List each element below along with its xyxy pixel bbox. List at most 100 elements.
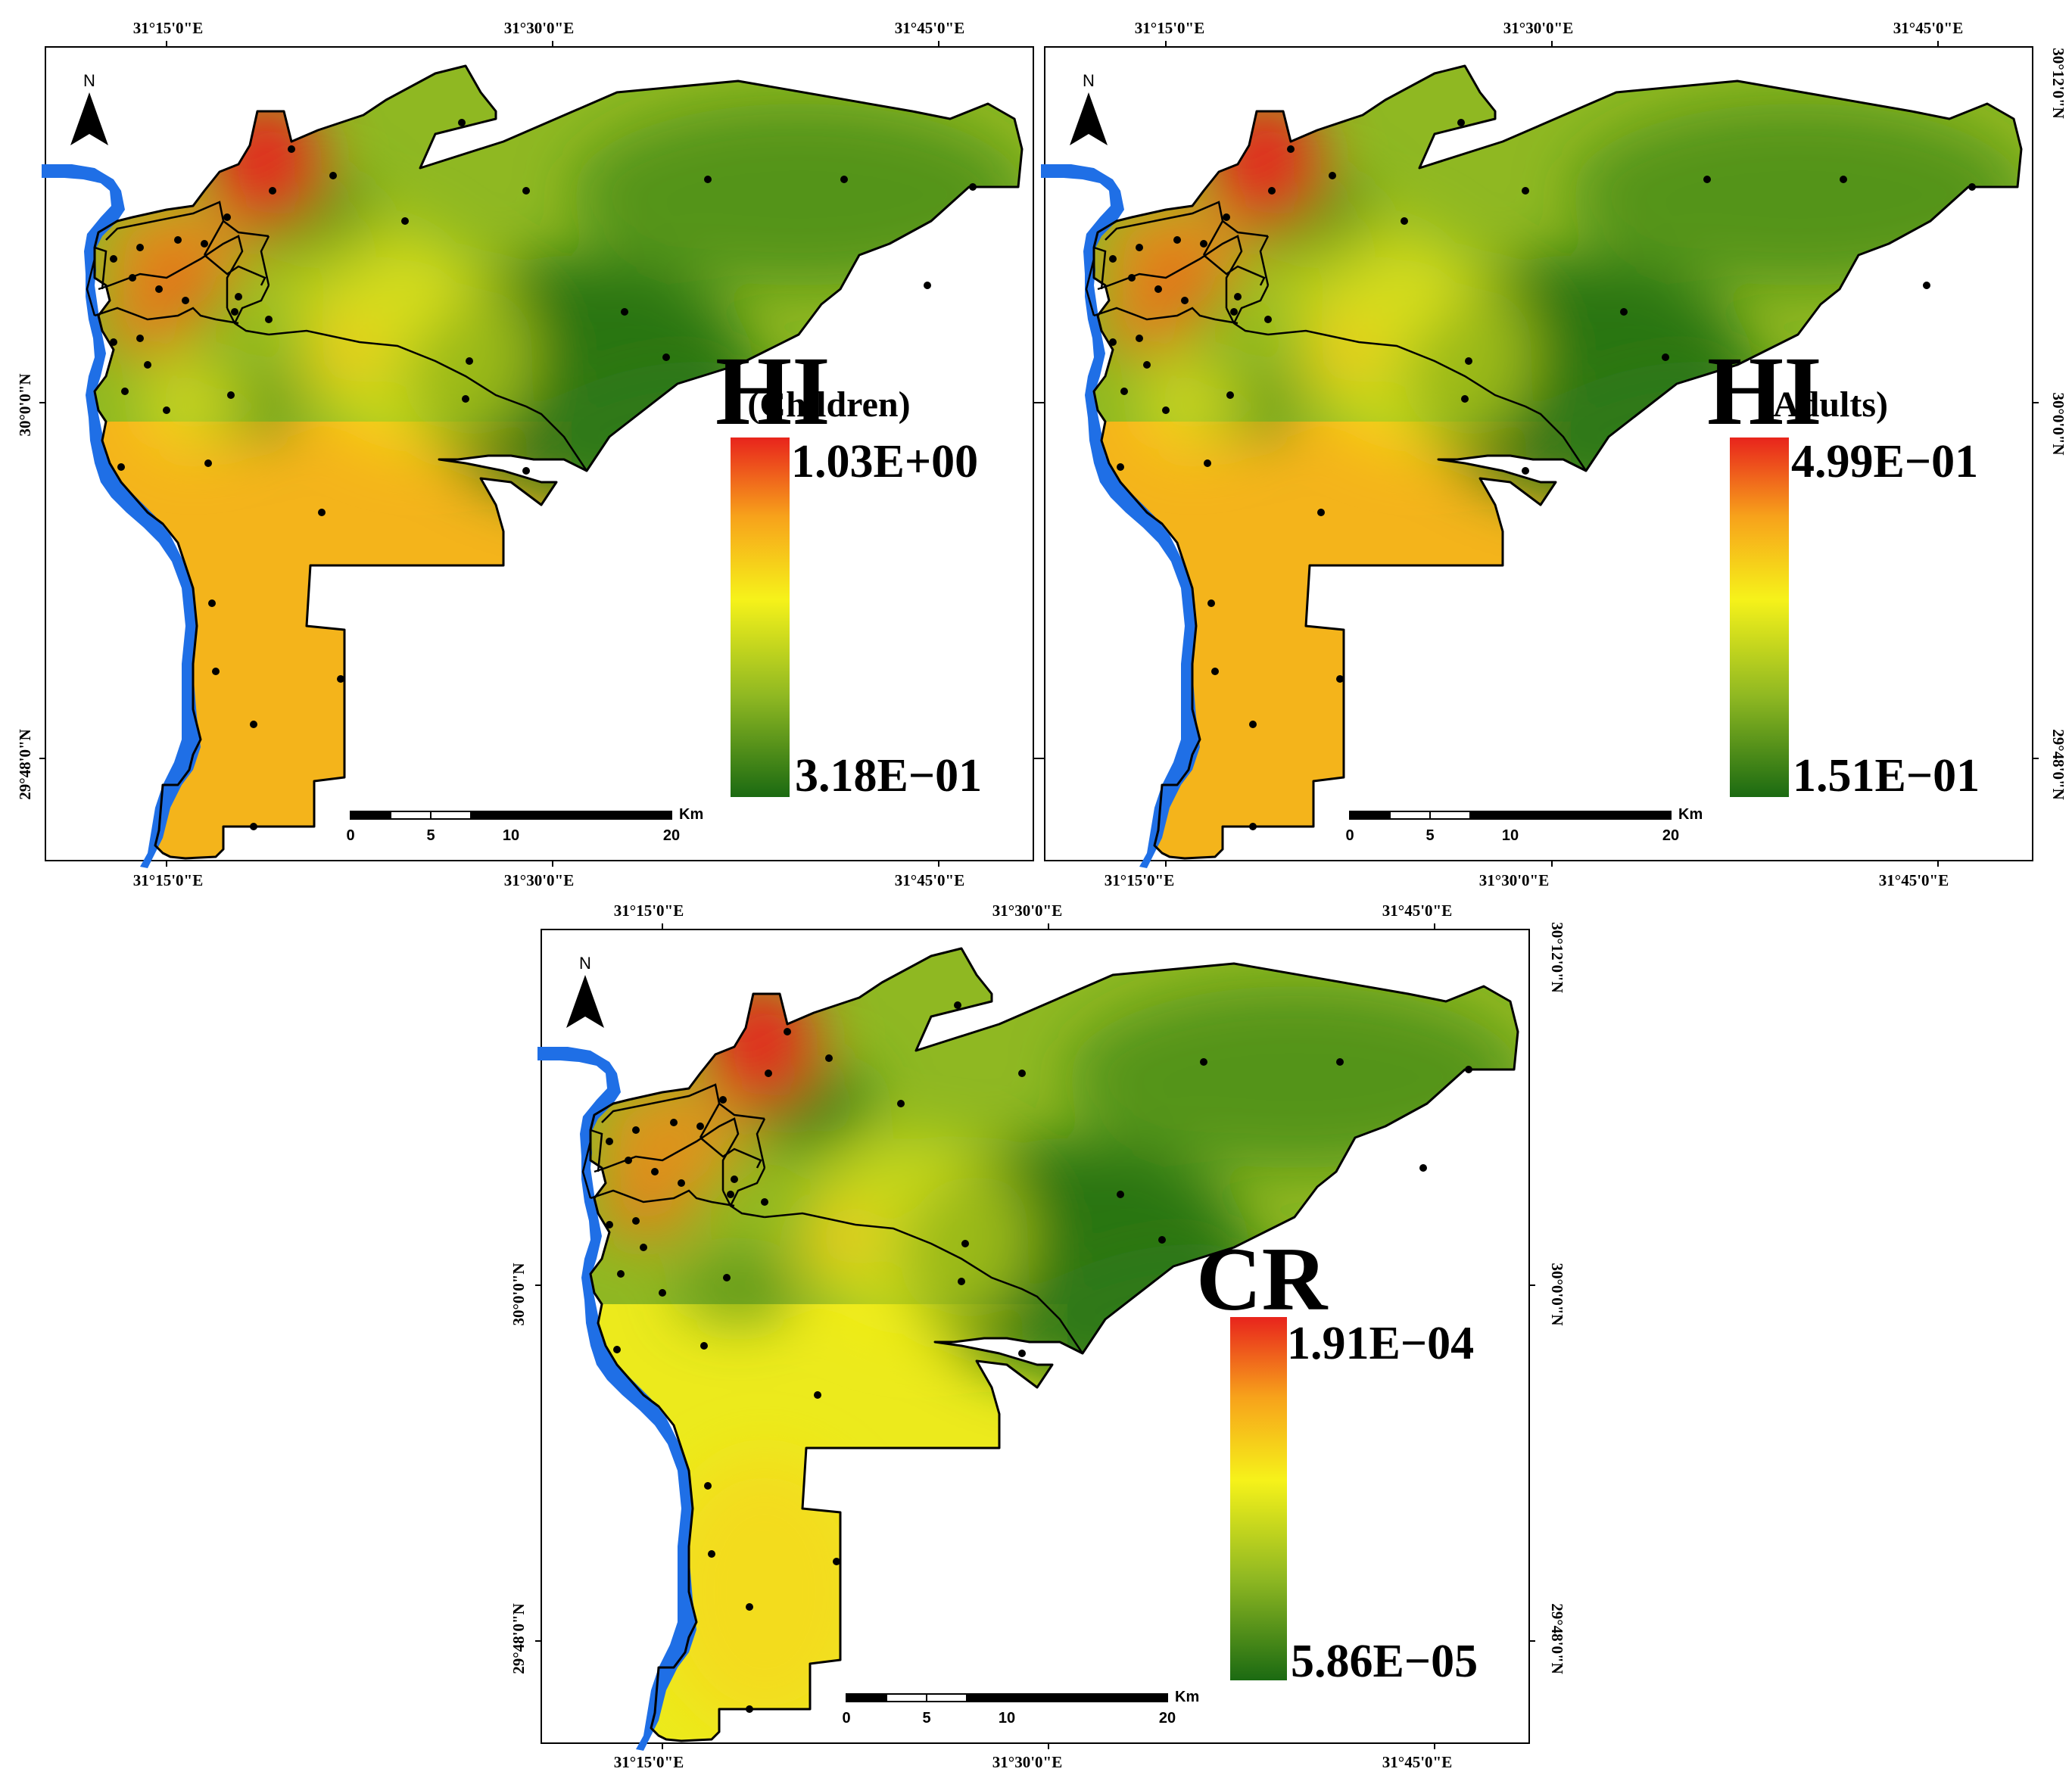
sample-point [1336, 1058, 1344, 1066]
map-panel-hi-adults: N 0 5 10 20 Km 4.99E−01 1.51E−01 HI(Adults) 31°15… [1039, 19, 2067, 889]
sample-point [201, 240, 208, 248]
sample-point [1117, 463, 1124, 471]
sample-point [1662, 353, 1669, 361]
district-boundary [204, 254, 266, 286]
sample-point [606, 1138, 613, 1145]
legend-color-ramp [1730, 437, 1789, 797]
sample-point [1223, 213, 1230, 221]
bottom-longitude-label: 31°15'0"E [1105, 871, 1174, 889]
district-boundary [226, 307, 270, 336]
map-panel-hi-children: N 0 5 10 20 Km 1.03E+00 3.18E−01 HI(Children) 31°… [16, 19, 1039, 889]
sample-point [1018, 1350, 1026, 1357]
sample-point [727, 1191, 734, 1198]
sample-point [814, 1391, 821, 1399]
top-longitude-label: 31°30'0"E [1503, 19, 1573, 37]
sample-point [784, 1028, 791, 1035]
sample-point [621, 308, 628, 316]
scale-tick-label: 20 [1662, 827, 1679, 844]
sample-point [761, 1198, 768, 1206]
district-boundary [260, 235, 270, 286]
sample-point [1522, 467, 1529, 475]
north-arrow-icon [566, 975, 604, 1028]
sample-point [924, 282, 931, 289]
sample-point [1401, 217, 1408, 225]
sample-point [1158, 1236, 1166, 1244]
sample-point [269, 187, 276, 195]
right-latitude-label: 29°48'0"N [1548, 1603, 1566, 1674]
sample-point [1703, 176, 1711, 183]
sample-point [117, 463, 125, 471]
sample-point [670, 1119, 678, 1126]
sample-point [129, 274, 136, 282]
sample-point [212, 668, 220, 675]
sample-point [632, 1217, 640, 1225]
north-arrow-icon [70, 92, 108, 145]
sample-point [1200, 1058, 1207, 1066]
sample-point [235, 293, 242, 300]
sample-point [833, 1558, 840, 1565]
sample-point [1018, 1070, 1026, 1077]
north-label: N [579, 954, 591, 973]
sample-point [1211, 668, 1219, 675]
map-subtitle: (Children) [747, 385, 910, 425]
legend-min-value: 3.18E−01 [795, 750, 982, 802]
sample-point [731, 1175, 738, 1183]
map-title: CR [1196, 1228, 1329, 1329]
sample-point [961, 1240, 969, 1247]
sample-point [617, 1270, 625, 1278]
top-longitude-label: 31°15'0"E [1135, 19, 1204, 37]
sample-point [1181, 297, 1189, 304]
district-boundary [86, 258, 96, 316]
study-area-boundary [1092, 64, 2023, 860]
sample-point [1336, 675, 1344, 683]
top-longitude-label: 31°30'0"E [504, 19, 574, 37]
sample-point [662, 353, 670, 361]
sample-point [1200, 240, 1207, 248]
sample-point [723, 1274, 731, 1281]
sample-point [958, 1278, 965, 1285]
left-latitude-label: 30°0'0"N [16, 373, 34, 436]
legend-min-value: 5.86E−05 [1291, 1636, 1478, 1687]
sample-point [719, 1096, 727, 1104]
map-title: HI [1707, 337, 1822, 446]
district-boundary [1232, 285, 1270, 324]
scale-bar [846, 1693, 1168, 1702]
sample-point [704, 1482, 712, 1490]
district-boundary [1203, 254, 1266, 286]
district-boundary [1225, 307, 1269, 336]
sample-point [625, 1157, 632, 1164]
sample-point [1840, 176, 1847, 183]
bottom-longitude-label: 31°45'0"E [895, 871, 964, 889]
sample-point [1923, 282, 1930, 289]
left-latitude-label: 29°48'0"N [509, 1603, 528, 1674]
sample-point [462, 395, 469, 403]
sample-point [401, 217, 409, 225]
top-longitude-label: 31°30'0"E [992, 901, 1062, 920]
sample-point [840, 176, 848, 183]
sample-point [208, 599, 216, 607]
sample-point [1173, 236, 1181, 244]
sample-point [182, 297, 189, 304]
top-longitude-label: 31°15'0"E [133, 19, 203, 37]
sample-point [1154, 285, 1162, 293]
sample-point [1109, 338, 1117, 346]
district-boundary [601, 1083, 721, 1138]
map-panel-cr: N 0 5 10 20 Km 1.91E−04 5.86E−05 CR 31°15'0"E 31°3… [509, 901, 1566, 1771]
district-boundary [729, 1167, 766, 1207]
district-boundary [581, 1141, 592, 1199]
north-arrow-icon [1070, 92, 1108, 145]
sample-point [288, 145, 295, 153]
district-boundary [1267, 329, 1587, 472]
top-longitude-label: 31°15'0"E [614, 901, 684, 920]
sample-point [746, 1603, 753, 1611]
sample-point [1317, 509, 1325, 516]
sample-point [250, 823, 257, 830]
district-boundary [1093, 246, 1107, 290]
sample-point [1465, 357, 1472, 365]
sample-point [1287, 145, 1295, 153]
district-boundary [699, 1137, 762, 1169]
sample-point [136, 335, 144, 342]
study-area-boundary [93, 64, 1024, 860]
top-longitude-label: 31°45'0"E [895, 19, 964, 37]
